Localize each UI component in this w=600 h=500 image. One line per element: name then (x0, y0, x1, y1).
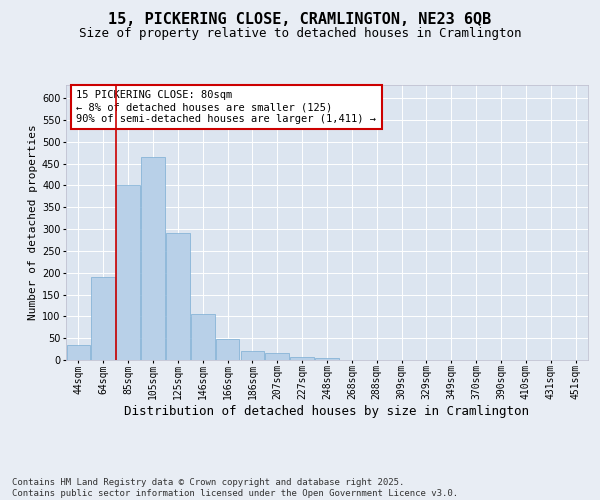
Text: 15, PICKERING CLOSE, CRAMLINGTON, NE23 6QB: 15, PICKERING CLOSE, CRAMLINGTON, NE23 6… (109, 12, 491, 28)
Text: 15 PICKERING CLOSE: 80sqm
← 8% of detached houses are smaller (125)
90% of semi-: 15 PICKERING CLOSE: 80sqm ← 8% of detach… (76, 90, 376, 124)
Bar (141, 157, 165, 360)
Bar (290, 357, 314, 360)
Bar (116, 186, 140, 360)
Bar (67, 344, 90, 360)
Bar (216, 339, 239, 360)
Bar (315, 358, 339, 360)
Bar (191, 314, 215, 360)
Bar (241, 352, 264, 360)
Text: Contains HM Land Registry data © Crown copyright and database right 2025.
Contai: Contains HM Land Registry data © Crown c… (12, 478, 458, 498)
Text: Size of property relative to detached houses in Cramlington: Size of property relative to detached ho… (79, 28, 521, 40)
Bar (265, 354, 289, 360)
Bar (91, 277, 115, 360)
X-axis label: Distribution of detached houses by size in Cramlington: Distribution of detached houses by size … (125, 405, 530, 418)
Y-axis label: Number of detached properties: Number of detached properties (28, 124, 38, 320)
Bar (166, 234, 190, 360)
